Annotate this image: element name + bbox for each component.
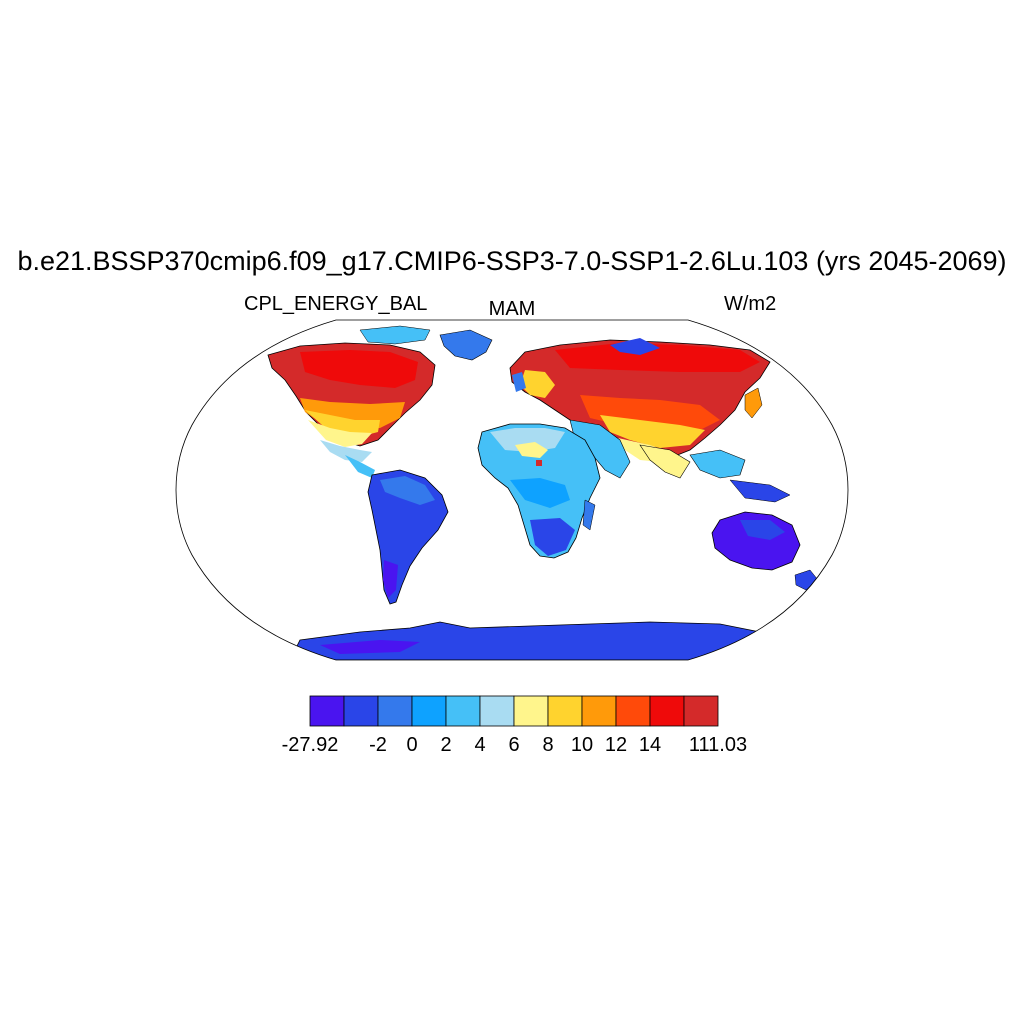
season-label: MAM [488,298,536,320]
colorbar-label: 8 [542,734,554,756]
colorbar-swatch [615,695,651,727]
colorbar-label: 12 [604,734,628,756]
colorbar-label: 2 [440,734,452,756]
australia [711,511,819,591]
colorbar-swatch [581,695,617,727]
colorbar [309,695,719,727]
plot-title: b.e21.BSSP370cmip6.f09_g17.CMIP6-SSP3-7.… [17,246,1007,276]
north-america [267,325,493,478]
variable-name: CPL_ENERGY_BAL [244,293,428,315]
colorbar-swatch [513,695,549,727]
colorbar-swatch [547,695,583,727]
colorbar-label: 14 [638,734,662,756]
antarctica [289,621,781,660]
colorbar-swatch [309,695,345,727]
colorbar-swatch [343,695,379,727]
map-outline [175,319,849,661]
south-america [367,469,449,605]
colorbar-swatch [445,695,481,727]
colorbar-swatch [479,695,515,727]
colorbar-label: 4 [474,734,486,756]
colorbar-label: -2 [369,734,387,756]
colorbar-label: 6 [508,734,520,756]
colorbar-swatch [649,695,685,727]
colorbar-label: 111.03 [688,734,748,756]
units-label: W/m2 [724,293,777,315]
africa [477,423,601,559]
colorbar-swatch [683,695,719,727]
colorbar-label: 0 [406,734,418,756]
colorbar-swatch [377,695,413,727]
eurasia [509,338,791,503]
colorbar-label: -27.92 [281,734,339,756]
colorbar-label: 10 [570,734,594,756]
colorbar-swatch [411,695,447,727]
